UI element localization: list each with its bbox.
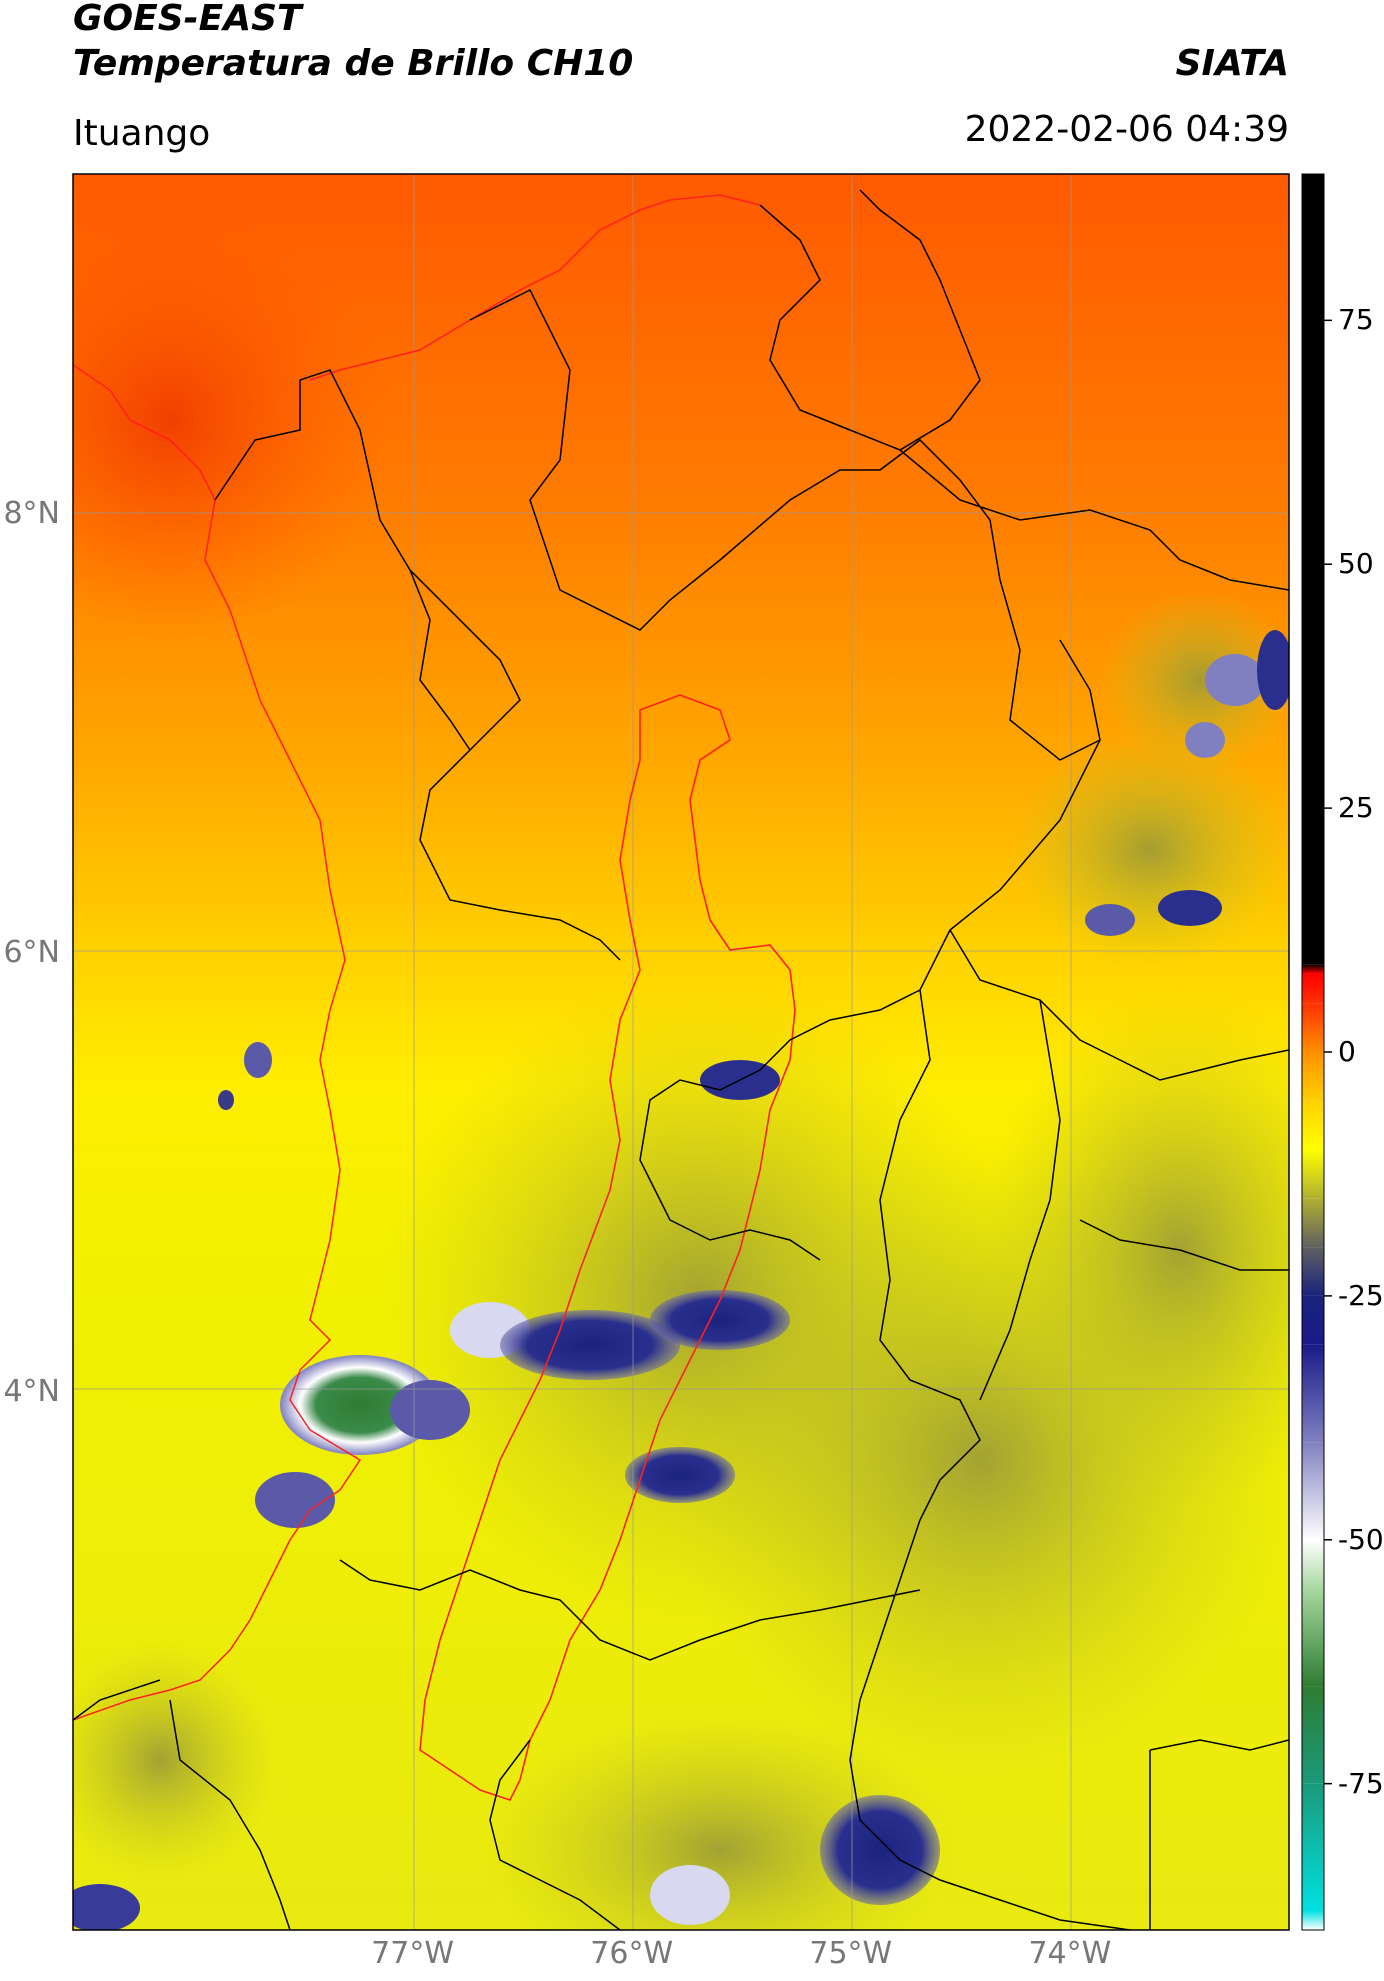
map-frame	[72, 173, 1290, 1931]
storm-cell	[244, 1042, 272, 1078]
colorbar-tick-label: -25	[1338, 1278, 1384, 1312]
product-title: Temperatura de Brillo CH10	[73, 43, 634, 84]
colorbar-segment	[1302, 1344, 1324, 1443]
colorbar-segment	[1302, 1910, 1324, 1930]
cloud-field	[73, 1640, 280, 1880]
coastline	[73, 364, 362, 1721]
colorbar-tick-label: -50	[1338, 1522, 1384, 1556]
storm-cell	[820, 1795, 940, 1905]
colorbar-segment	[1302, 1247, 1324, 1296]
storm-cell	[280, 1355, 440, 1455]
storm-cell	[1205, 654, 1265, 706]
lat-tick-label: 4°N	[3, 1374, 60, 1410]
cloud-field	[1010, 730, 1289, 970]
satellite-title: GOES-EAST	[73, 0, 302, 39]
colorbar-segment	[1302, 1783, 1324, 1911]
colorbar-segment	[1302, 1686, 1324, 1784]
warm-region	[73, 200, 390, 640]
cloud-field	[980, 990, 1289, 1510]
storm-cell	[1185, 722, 1225, 758]
colorbar-tick-label: 25	[1338, 791, 1374, 825]
lat-tick-label: 6°N	[3, 935, 60, 971]
storm-cell	[218, 1090, 234, 1110]
storm-cell	[255, 1472, 335, 1528]
colorbar-segment	[1302, 1295, 1324, 1345]
map-area	[73, 174, 1289, 1930]
timestamp-label: 2022-02-06 04:39	[964, 109, 1289, 150]
colorbar-segment	[1302, 1442, 1324, 1540]
storm-cell	[1257, 630, 1289, 710]
lat-tick-label: 8°N	[3, 496, 60, 532]
lon-tick-label: 75°W	[809, 1936, 893, 1971]
colorbar-segment	[1302, 964, 1324, 974]
colorbar-segment	[1302, 973, 1324, 1004]
region-label: Ituango	[73, 113, 211, 154]
gridlines	[73, 174, 1289, 1930]
colorbar-ticks	[1324, 319, 1332, 1785]
storm-cell	[1085, 904, 1135, 936]
storm-cell	[625, 1447, 735, 1503]
colorbar-segment	[1302, 1100, 1324, 1150]
colorbar-segment	[1302, 174, 1324, 965]
organization-label: SIATA	[1175, 43, 1289, 84]
colorbar-tick-label: -75	[1338, 1766, 1384, 1800]
lon-tick-label: 76°W	[590, 1936, 674, 1971]
coastline-caribbean	[309, 194, 761, 381]
cloud-field	[1100, 590, 1289, 770]
colorbar	[1301, 173, 1325, 1931]
colorbar-tick-label: 75	[1338, 303, 1374, 337]
colorbar-segment	[1302, 1052, 1324, 1101]
lon-tick-label: 77°W	[371, 1936, 455, 1971]
colorbar-segment	[1302, 1588, 1324, 1687]
colorbar-tick-label: 0	[1338, 1035, 1356, 1068]
storm-cell	[500, 1310, 680, 1380]
lon-tick-label: 74°W	[1028, 1936, 1112, 1971]
storm-cell	[1158, 890, 1222, 926]
colorbar-segment	[1302, 1198, 1324, 1248]
storm-cell	[390, 1380, 470, 1440]
storm-cell	[650, 1290, 790, 1350]
colorbar-segment	[1302, 1149, 1324, 1199]
colorbar-segment	[1302, 1003, 1324, 1052]
storm-cell	[73, 1884, 140, 1930]
colorbar-segment	[1302, 1539, 1324, 1589]
storm-cell	[650, 1865, 730, 1925]
admin-borders	[73, 189, 1289, 1930]
colorbar-tick-label: 50	[1338, 547, 1374, 581]
